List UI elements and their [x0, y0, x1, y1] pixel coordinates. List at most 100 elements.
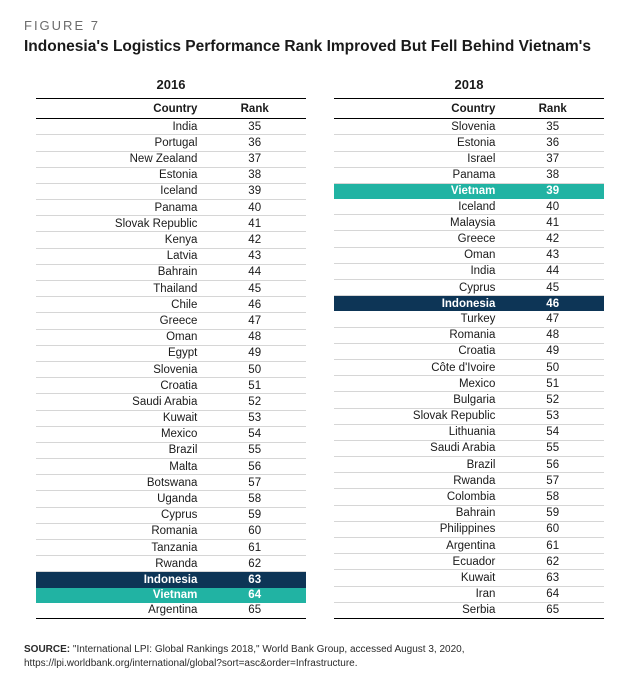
cell-rank: 63 — [501, 570, 604, 586]
cell-country: Colombia — [334, 489, 501, 505]
cell-rank: 47 — [203, 313, 306, 329]
table-row: Philippines60 — [334, 521, 604, 537]
cell-country: Vietnam — [334, 183, 501, 199]
table-row: Iceland40 — [334, 199, 604, 215]
cell-country: Kuwait — [36, 410, 203, 426]
cell-rank: 37 — [203, 151, 306, 167]
cell-rank: 38 — [203, 167, 306, 183]
cell-country: Malta — [36, 459, 203, 475]
cell-country: Bahrain — [36, 264, 203, 280]
cell-rank: 35 — [203, 119, 306, 135]
cell-country: Kenya — [36, 232, 203, 248]
table-row: Egypt49 — [36, 345, 306, 361]
cell-country: Latvia — [36, 248, 203, 264]
table-row: India35 — [36, 119, 306, 135]
table-row: Rwanda62 — [36, 556, 306, 572]
cell-rank: 53 — [203, 410, 306, 426]
table-row: Iran64 — [334, 586, 604, 602]
table-row: Romania48 — [334, 327, 604, 343]
cell-country: Thailand — [36, 281, 203, 297]
cell-rank: 46 — [203, 297, 306, 313]
cell-country: Iceland — [36, 183, 203, 199]
cell-country: Vietnam — [36, 588, 203, 603]
table-column: 2016CountryRankIndia35Portugal36New Zeal… — [36, 77, 306, 619]
table-row: Colombia58 — [334, 489, 604, 505]
rank-table: CountryRankIndia35Portugal36New Zealand3… — [36, 98, 306, 619]
table-row: Côte d'Ivoire50 — [334, 359, 604, 375]
figure-label: FIGURE 7 — [24, 18, 616, 33]
cell-rank: 65 — [203, 603, 306, 619]
cell-country: Panama — [334, 167, 501, 183]
cell-rank: 59 — [501, 505, 604, 521]
table-row: Greece47 — [36, 313, 306, 329]
table-row: Brazil55 — [36, 442, 306, 458]
cell-rank: 41 — [501, 215, 604, 231]
table-row: Brazil56 — [334, 457, 604, 473]
table-row: Thailand45 — [36, 281, 306, 297]
table-row: Bahrain44 — [36, 264, 306, 280]
cell-rank: 38 — [501, 167, 604, 183]
cell-rank: 44 — [501, 263, 604, 279]
table-row: Latvia43 — [36, 248, 306, 264]
cell-rank: 55 — [501, 440, 604, 456]
cell-rank: 52 — [203, 394, 306, 410]
cell-rank: 42 — [501, 231, 604, 247]
source-label: SOURCE: — [24, 644, 70, 655]
cell-rank: 57 — [501, 473, 604, 489]
table-row: Malta56 — [36, 459, 306, 475]
cell-country: Mexico — [36, 426, 203, 442]
cell-country: Cyprus — [36, 507, 203, 523]
cell-rank: 63 — [203, 572, 306, 588]
table-row: Chile46 — [36, 297, 306, 313]
table-row: Greece42 — [334, 231, 604, 247]
col-header-rank: Rank — [501, 99, 604, 119]
cell-rank: 61 — [203, 540, 306, 556]
cell-country: Portugal — [36, 135, 203, 151]
table-row: Malaysia41 — [334, 215, 604, 231]
cell-rank: 62 — [501, 554, 604, 570]
table-row: Tanzania61 — [36, 540, 306, 556]
table-row: India44 — [334, 263, 604, 279]
cell-rank: 43 — [501, 247, 604, 263]
cell-country: Ecuador — [334, 554, 501, 570]
cell-country: Indonesia — [36, 572, 203, 588]
year-label: 2018 — [334, 77, 604, 92]
cell-country: Romania — [36, 523, 203, 539]
cell-country: Mexico — [334, 376, 501, 392]
cell-rank: 51 — [203, 378, 306, 394]
table-row: Slovak Republic53 — [334, 408, 604, 424]
table-row: Cyprus59 — [36, 507, 306, 523]
cell-rank: 36 — [501, 135, 604, 151]
table-row: Estonia36 — [334, 135, 604, 151]
table-row: Argentina65 — [36, 603, 306, 619]
cell-country: Kuwait — [334, 570, 501, 586]
cell-country: Argentina — [36, 603, 203, 619]
table-row: Israel37 — [334, 151, 604, 167]
table-row: Panama38 — [334, 167, 604, 183]
cell-country: Slovak Republic — [334, 408, 501, 424]
cell-country: Philippines — [334, 521, 501, 537]
cell-country: Greece — [334, 231, 501, 247]
table-row: Indonesia46 — [334, 296, 604, 312]
table-row: Cyprus45 — [334, 280, 604, 296]
cell-country: Romania — [334, 327, 501, 343]
table-row: New Zealand37 — [36, 151, 306, 167]
table-row: Slovak Republic41 — [36, 216, 306, 232]
cell-country: Slovenia — [36, 361, 203, 377]
table-row: Slovenia50 — [36, 361, 306, 377]
cell-rank: 64 — [501, 586, 604, 602]
cell-rank: 45 — [501, 280, 604, 296]
rank-table: CountryRankSlovenia35Estonia36Israel37Pa… — [334, 98, 604, 619]
table-row: Uganda58 — [36, 491, 306, 507]
cell-country: Lithuania — [334, 424, 501, 440]
cell-country: Rwanda — [36, 556, 203, 572]
table-row: Ecuador62 — [334, 554, 604, 570]
cell-rank: 60 — [203, 523, 306, 539]
cell-country: Egypt — [36, 345, 203, 361]
table-row: Mexico54 — [36, 426, 306, 442]
table-row: Vietnam64 — [36, 588, 306, 603]
table-row: Botswana57 — [36, 475, 306, 491]
cell-rank: 44 — [203, 264, 306, 280]
cell-country: Iceland — [334, 199, 501, 215]
cell-rank: 52 — [501, 392, 604, 408]
